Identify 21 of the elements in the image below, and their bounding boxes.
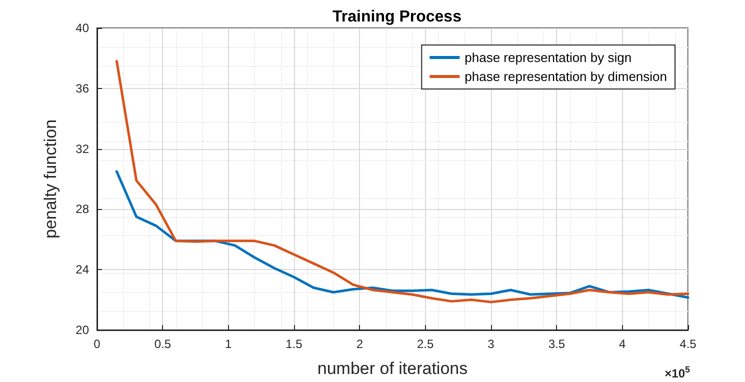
y-tick-label: 20 xyxy=(76,323,90,337)
y-tick-label: 40 xyxy=(76,21,90,35)
x-tick-label: 2 xyxy=(356,337,364,351)
chart-title: Training Process xyxy=(332,8,462,26)
legend-label: phase representation by sign xyxy=(464,50,632,65)
x-tick-label: 0.5 xyxy=(154,337,172,351)
x-tick-label: 0 xyxy=(94,337,101,351)
y-tick-label: 24 xyxy=(76,262,90,277)
x-tick-label: 2.5 xyxy=(416,337,434,351)
y-tick-label: 28 xyxy=(76,202,90,216)
x-tick-label: 4 xyxy=(618,337,626,351)
x-tick-label: 3.5 xyxy=(548,337,566,351)
legend-label: phase representation by dimension xyxy=(464,69,668,84)
x-tick-label: 4.5 xyxy=(680,337,697,351)
y-tick-label: 36 xyxy=(76,81,90,96)
x-tick-label: 1.5 xyxy=(286,337,303,351)
y-axis-title: penalty function xyxy=(41,119,60,239)
x-tick-label: 3 xyxy=(488,337,495,351)
y-tick-label: 32 xyxy=(76,142,90,156)
x-axis-title: number of iterations xyxy=(317,359,468,378)
x-tick-label: 1 xyxy=(224,337,232,351)
